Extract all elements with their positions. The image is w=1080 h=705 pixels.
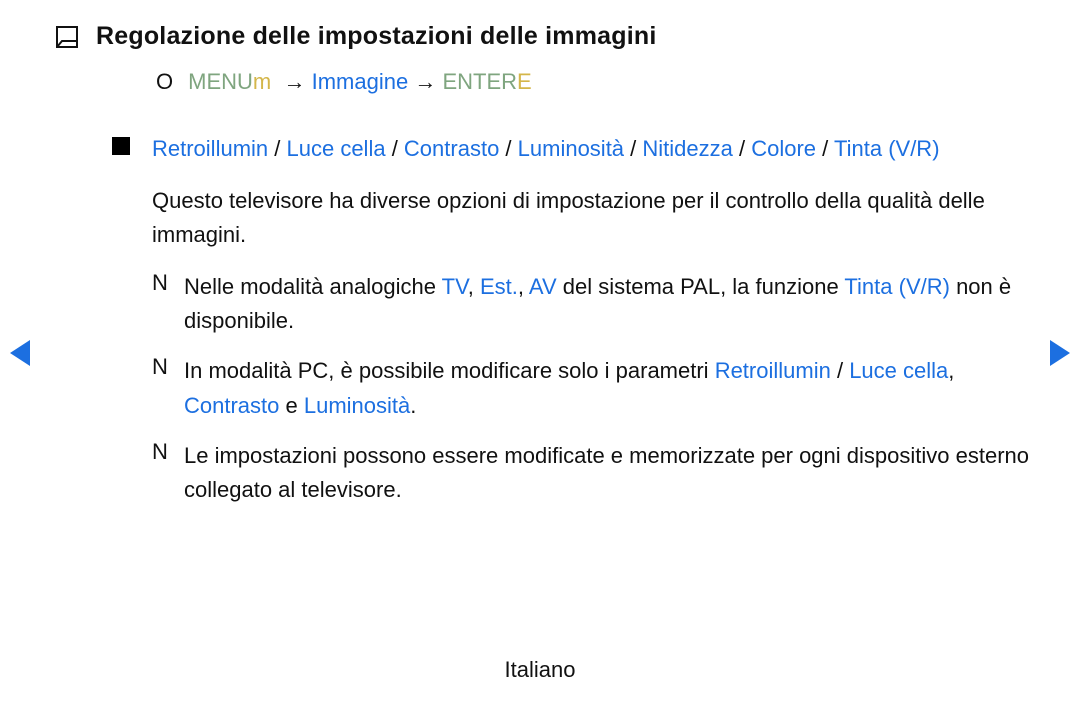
section-heading-text: / xyxy=(733,136,751,161)
page-title: Regolazione delle impostazioni delle imm… xyxy=(96,22,657,51)
note-text: / xyxy=(831,358,849,383)
note-text: Le impostazioni possono essere modificat… xyxy=(184,439,1040,507)
section-body: Questo televisore ha diverse opzioni di … xyxy=(152,184,1040,252)
note-item: NIn modalità PC, è possibile modificare … xyxy=(152,354,1040,422)
note-link: Tinta (V/R) xyxy=(844,274,950,299)
page: Regolazione delle impostazioni delle imm… xyxy=(0,0,1080,705)
note-link: Contrasto xyxy=(184,393,279,418)
section-heading-link: Colore xyxy=(751,136,816,161)
note-text: , xyxy=(468,274,480,299)
manual-icon xyxy=(56,26,78,48)
section-heading-link: Nitidezza xyxy=(642,136,732,161)
section-heading: Retroillumin / Luce cella / Contrasto / … xyxy=(152,132,940,166)
nav-next-button[interactable] xyxy=(1050,340,1070,366)
menu-path-marker: O xyxy=(156,65,182,98)
note-item: NLe impostazioni possono essere modifica… xyxy=(152,439,1040,507)
section-heading-text: / xyxy=(499,136,517,161)
note-link: AV xyxy=(529,274,557,299)
menu-item-immagine: Immagine xyxy=(312,69,409,94)
triangle-right-icon xyxy=(1050,340,1070,366)
triangle-left-icon xyxy=(10,340,30,366)
menu-m-glyph: m xyxy=(253,69,271,94)
note-text: In modalità PC, è possibile modificare s… xyxy=(184,354,1040,422)
title-row: Regolazione delle impostazioni delle imm… xyxy=(56,22,1040,51)
note-marker: N xyxy=(152,270,184,296)
note-text: , xyxy=(518,274,529,299)
section-heading-link: Luminosità xyxy=(518,136,624,161)
note-list: NNelle modalità analogiche TV, Est., AV … xyxy=(152,270,1040,507)
note-text: In modalità PC, è possibile modificare s… xyxy=(184,358,715,383)
note-text: , xyxy=(948,358,954,383)
enter-label: ENTER xyxy=(442,69,517,94)
note-link: Luce cella xyxy=(849,358,948,383)
bullet-icon xyxy=(112,137,130,155)
note-link: Retroillumin xyxy=(715,358,831,383)
enter-e-glyph: E xyxy=(517,69,532,94)
section-heading-text: / xyxy=(816,136,834,161)
section-heading-text: / xyxy=(624,136,642,161)
note-link: Est. xyxy=(480,274,518,299)
section-heading-text: / xyxy=(386,136,404,161)
section-heading-link: Contrasto xyxy=(404,136,499,161)
menu-path: O MENUm → Immagine → ENTERE xyxy=(156,65,1040,98)
note-item: NNelle modalità analogiche TV, Est., AV … xyxy=(152,270,1040,338)
note-marker: N xyxy=(152,439,184,465)
note-text: . xyxy=(410,393,416,418)
note-link: Luminosità xyxy=(304,393,410,418)
note-text: del sistema PAL, la funzione xyxy=(557,274,845,299)
arrow-icon: → xyxy=(283,69,305,94)
section-heading-link: Retroillumin xyxy=(152,136,268,161)
section-heading-link: Tinta (V/R) xyxy=(834,136,940,161)
note-link: TV xyxy=(442,274,468,299)
section-header-row: Retroillumin / Luce cella / Contrasto / … xyxy=(112,132,1040,166)
note-text: Le impostazioni possono essere modificat… xyxy=(184,443,1029,502)
note-text: Nelle modalità analogiche xyxy=(184,274,442,299)
nav-previous-button[interactable] xyxy=(10,340,30,366)
note-text: e xyxy=(279,393,303,418)
footer-language: Italiano xyxy=(0,657,1080,683)
section-heading-link: Luce cella xyxy=(287,136,386,161)
note-marker: N xyxy=(152,354,184,380)
menu-label: MENU xyxy=(188,69,253,94)
section-heading-text: / xyxy=(268,136,286,161)
note-text: Nelle modalità analogiche TV, Est., AV d… xyxy=(184,270,1040,338)
section: Retroillumin / Luce cella / Contrasto / … xyxy=(112,132,1040,507)
arrow-icon: → xyxy=(414,69,436,94)
